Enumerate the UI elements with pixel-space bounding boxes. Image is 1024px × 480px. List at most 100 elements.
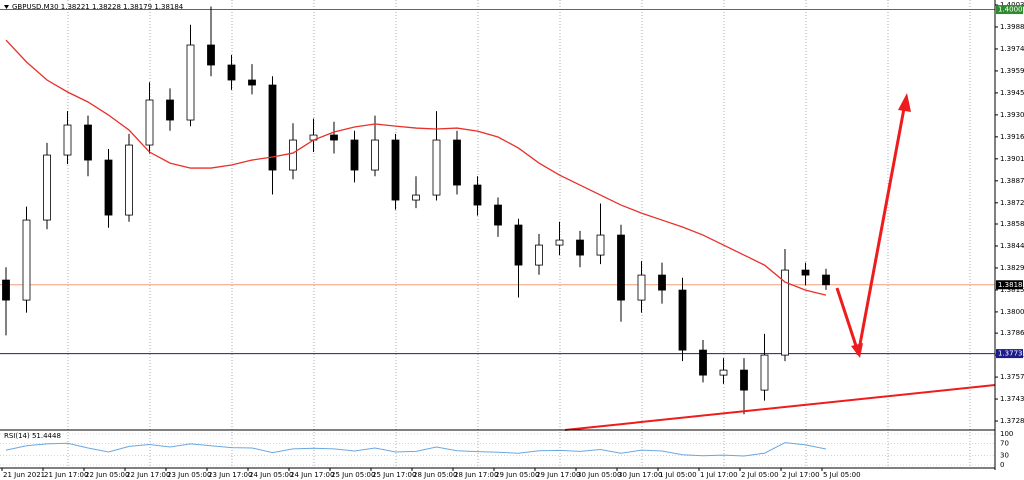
title-arrow [4, 5, 9, 9]
level-label-bg [996, 5, 1023, 15]
candle-body [637, 274, 646, 301]
rsi-line [5, 442, 827, 457]
x-tick-label: 30 Jun 05:00 [577, 471, 621, 479]
candle-body [125, 144, 133, 216]
y-tick-label: 1.38005 [1000, 308, 1024, 316]
candle-body [596, 234, 605, 256]
candle-body [330, 134, 338, 141]
candle-body [432, 139, 441, 196]
x-tick-label: 28 Jun 17:00 [454, 471, 498, 479]
x-tick-label: 25 Jun 17:00 [372, 471, 416, 479]
x-tick-label: 22 Jun 17:00 [126, 471, 170, 479]
candle-body [576, 239, 584, 256]
plot-layer [0, 6, 995, 457]
x-tick-label: 28 Jun 05:00 [413, 471, 457, 479]
candle-body [822, 274, 830, 286]
candle-body [268, 84, 277, 171]
x-tick-label: 5 Jul 05:00 [823, 471, 861, 479]
x-tick-label: 1 Jul 05:00 [659, 471, 697, 479]
grid-layer [0, 0, 995, 468]
x-tick-label: 2 Jul 05:00 [741, 471, 779, 479]
y-tick-label: 1.38150 [1000, 286, 1024, 294]
x-tick-label: 1 Jul 17:00 [700, 471, 738, 479]
x-tick-label: 23 Jun 17:00 [208, 471, 252, 479]
rsi-title: RSI(14) 51.4448 [4, 432, 61, 440]
candle-body [494, 204, 502, 226]
level-label-bg [996, 349, 1023, 359]
annotations [564, 93, 996, 431]
candle-body [43, 154, 51, 221]
y-tick-label: 1.38295 [1000, 264, 1024, 272]
x-tick-label: 24 Jun 17:00 [290, 471, 334, 479]
candle-body [227, 64, 236, 81]
y-tick-label: 1.40030 [1000, 1, 1024, 9]
arrow-down [835, 287, 860, 353]
candle-body [166, 99, 174, 121]
candle-body [186, 44, 195, 121]
y-tick-label: 1.37285 [1000, 417, 1024, 425]
rsi-tick-label: 0 [1000, 461, 1004, 469]
candle-body [801, 269, 810, 276]
candle-body [453, 139, 461, 186]
candle-body [22, 219, 31, 301]
candle-body [350, 139, 359, 171]
y-tick-label: 1.39305 [1000, 111, 1024, 119]
y-tick-label: 1.37865 [1000, 329, 1024, 337]
candle-body [617, 234, 625, 301]
y-tick-label: 1.37575 [1000, 373, 1024, 381]
x-tick-label: 23 Jun 05:00 [167, 471, 211, 479]
y-tick-label: 1.38725 [1000, 199, 1024, 207]
candle-body [535, 244, 543, 266]
x-tick-label: 24 Jun 05:00 [249, 471, 293, 479]
level-label: 1.40000 [998, 6, 1024, 14]
candle-body [371, 139, 379, 171]
y-tick-label: 1.39885 [1000, 23, 1024, 31]
candle-body [514, 224, 523, 266]
y-tick-label: 1.38440 [1000, 242, 1024, 250]
x-tick-label: 30 Jun 17:00 [618, 471, 662, 479]
x-tick-label: 29 Jun 05:00 [495, 471, 539, 479]
candle-body [699, 349, 707, 376]
candle-body [145, 99, 154, 146]
candle-body [412, 194, 420, 201]
rsi-tick-label: 100 [1000, 430, 1013, 438]
y-tick-label: 1.39740 [1000, 45, 1024, 53]
candle-body [719, 369, 728, 376]
candle-body [781, 269, 789, 356]
x-tick-label: 21 Jun 17:00 [44, 471, 88, 479]
arrow-head [898, 93, 911, 112]
x-tick-label: 25 Jun 05:00 [331, 471, 375, 479]
x-tick-label: 2 Jul 17:00 [782, 471, 820, 479]
rsi-tick-label: 70 [1000, 439, 1009, 447]
candle-body [84, 124, 92, 161]
candle-body [104, 159, 113, 216]
candle-body [760, 354, 769, 391]
moving-average [5, 39, 827, 296]
candle-body [63, 124, 72, 156]
chart-title: GBPUSD,M30 1.38221 1.38228 1.38179 1.381… [12, 3, 184, 11]
candle-body [391, 139, 400, 201]
x-tick-label: 21 Jun 2021 [3, 471, 45, 479]
candle-body [248, 79, 256, 86]
y-tick-label: 1.39450 [1000, 89, 1024, 97]
y-tick-label: 1.38870 [1000, 177, 1024, 185]
candle-body [2, 279, 10, 301]
level-label-bg [996, 280, 1023, 290]
candle-body [678, 289, 687, 351]
candle-body [658, 274, 666, 291]
y-tick-label: 1.39160 [1000, 133, 1024, 141]
x-tick-label: 22 Jun 05:00 [85, 471, 129, 479]
level-label: 1.37730 [998, 350, 1024, 358]
arrow-up [856, 102, 907, 356]
trend-line [564, 384, 996, 431]
candle-body [207, 44, 215, 66]
y-tick-label: 1.39595 [1000, 67, 1024, 75]
rsi-tick-label: 30 [1000, 452, 1009, 460]
y-tick-label: 1.39015 [1000, 155, 1024, 163]
level-label: 1.38184 [998, 281, 1024, 289]
candle-body [555, 239, 564, 246]
